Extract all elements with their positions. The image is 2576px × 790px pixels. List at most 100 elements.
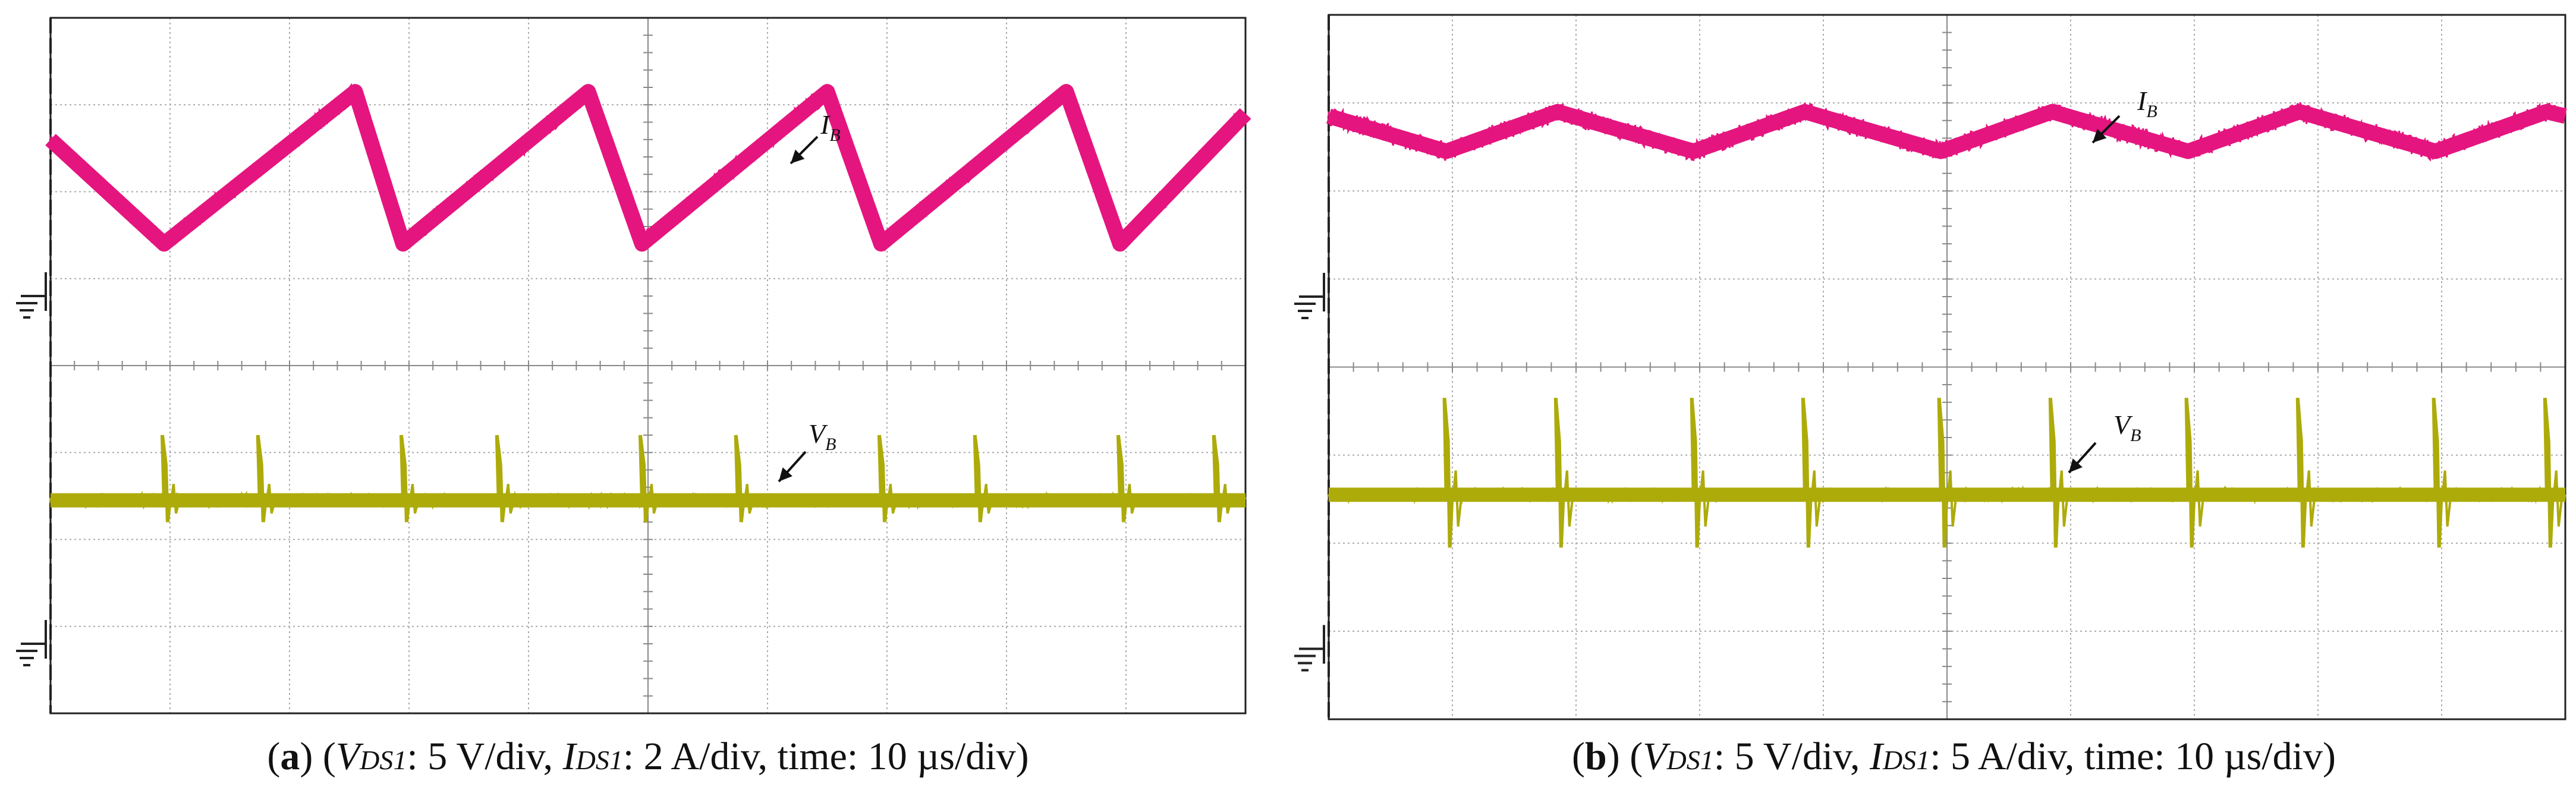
spike-ringing — [1810, 470, 1822, 527]
arrowhead-icon — [779, 467, 792, 481]
trace-V_B-spike — [734, 435, 754, 523]
caption-a-i-sub: DS1 — [575, 745, 623, 775]
trace-V_B-spike — [495, 435, 515, 523]
spike-stroke — [1801, 398, 1813, 548]
trace-V_B-spike — [1116, 435, 1137, 523]
trace-label-main: V — [809, 418, 828, 449]
caption-a-v-scale: : 5 V/div, — [407, 735, 563, 778]
trace-V_B-noise — [1328, 484, 2566, 505]
caption-b-v-symbol: V — [1643, 735, 1667, 778]
ground-marker-icon — [1294, 273, 1325, 319]
trace-I_B-noise — [49, 83, 1246, 253]
caption-b-i-scale: : 5 A/div, time: 10 µs/div) — [1930, 735, 2336, 778]
ground-bars — [16, 302, 37, 319]
caption-b-i-sub: DS1 — [1882, 745, 1930, 775]
trace-V_B-spike — [2543, 398, 2564, 548]
spike-stroke — [399, 435, 411, 523]
trace-label-V_B: VB — [809, 418, 836, 454]
trace-V_B-spike — [1690, 398, 1710, 548]
trace-V_B-spike — [1801, 398, 1822, 548]
spike-stroke — [2184, 398, 2196, 548]
panel-b-caption: (b) (VDS1: 5 V/div, IDS1: 5 A/div, time:… — [1572, 735, 2336, 778]
spike-ringing — [1452, 470, 1463, 527]
spike-stroke — [1442, 398, 1454, 548]
spike-ringing — [2441, 470, 2452, 527]
trace-V_B-spike — [399, 435, 420, 523]
caption-a-v-sub: DS1 — [360, 745, 407, 775]
spike-stroke — [2432, 398, 2443, 548]
arrowhead-icon — [2069, 458, 2083, 473]
spike-stroke — [1212, 435, 1223, 523]
spike-stroke — [1116, 435, 1128, 523]
trace-label-sub: B — [2130, 426, 2141, 445]
trace-label-I_B: IB — [2137, 86, 2157, 121]
trace-V_B-spike — [256, 435, 276, 523]
spike-stroke — [2295, 398, 2307, 548]
spike-ringing — [1699, 470, 1710, 527]
trace-V_B-spike — [1937, 398, 1958, 548]
caption-a-v-symbol: V — [335, 735, 360, 778]
spike-stroke — [256, 435, 268, 523]
trace-V_B-spike — [1442, 398, 1463, 548]
spike-ringing — [169, 483, 181, 514]
caption-a-i-symbol: I — [562, 735, 576, 778]
spike-stroke — [1690, 398, 1701, 548]
trace-V_B-spike — [638, 435, 659, 523]
ground-bars — [1294, 654, 1316, 672]
spike-ringing — [886, 483, 898, 514]
panel-b-label: b — [1585, 735, 1607, 778]
ground-stem — [1299, 273, 1325, 311]
spike-ringing — [647, 483, 659, 514]
spike-ringing — [408, 483, 420, 514]
arrowhead-icon — [2093, 128, 2107, 143]
spike-ringing — [265, 483, 276, 514]
spike-ringing — [2552, 470, 2564, 527]
trace-I_B-noise — [1328, 102, 2566, 162]
spike-stroke — [734, 435, 746, 523]
trace-V_B-spike — [877, 435, 898, 523]
spike-ringing — [1221, 483, 1232, 514]
ground-marker-icon — [16, 620, 47, 666]
spike-stroke — [638, 435, 650, 523]
spike-ringing — [743, 483, 754, 514]
panel-a-caption: (a) (VDS1: 5 V/div, IDS1: 2 A/div, time:… — [267, 735, 1029, 778]
trace-label-sub: B — [2146, 102, 2157, 121]
trace-V_B-spike — [973, 435, 993, 523]
spike-ringing — [1946, 470, 1958, 527]
ground-stem — [21, 272, 47, 311]
ground-stem — [21, 620, 47, 659]
spike-ringing — [504, 483, 515, 514]
trace-V_B-spike — [1553, 398, 1574, 548]
spike-stroke — [495, 435, 507, 523]
ground-marker-icon — [16, 272, 47, 319]
spike-stroke — [1553, 398, 1565, 548]
spike-ringing — [1125, 483, 1137, 514]
trace-V_B-spike — [2432, 398, 2452, 548]
spike-ringing — [2058, 470, 2069, 527]
spike-ringing — [1563, 470, 1574, 527]
trace-V_B-spike — [2295, 398, 2316, 548]
trace-label-main: I — [2137, 86, 2148, 116]
ground-bars — [16, 650, 37, 666]
spike-stroke — [877, 435, 889, 523]
spike-stroke — [973, 435, 985, 523]
spike-stroke — [2543, 398, 2555, 548]
spike-ringing — [2305, 470, 2316, 527]
panel-a-label: a — [280, 735, 300, 778]
spike-stroke — [2048, 398, 2060, 548]
spike-stroke — [1937, 398, 1949, 548]
trace-label-I_B: IB — [820, 109, 841, 145]
ground-bars — [1294, 303, 1316, 319]
caption-b-i-symbol: I — [1869, 735, 1883, 778]
caption-a-i-scale: : 2 A/div, time: 10 µs/div) — [622, 735, 1029, 778]
trace-V_B-spike — [2048, 398, 2069, 548]
spike-ringing — [2194, 470, 2205, 527]
caption-b-v-sub: DS1 — [1666, 745, 1714, 775]
ground-marker-icon — [1294, 625, 1325, 672]
trace-label-sub: B — [825, 435, 836, 454]
spike-ringing — [982, 483, 993, 514]
trace-V_B-noise — [49, 490, 1247, 511]
trace-V_B-spike — [2184, 398, 2205, 548]
